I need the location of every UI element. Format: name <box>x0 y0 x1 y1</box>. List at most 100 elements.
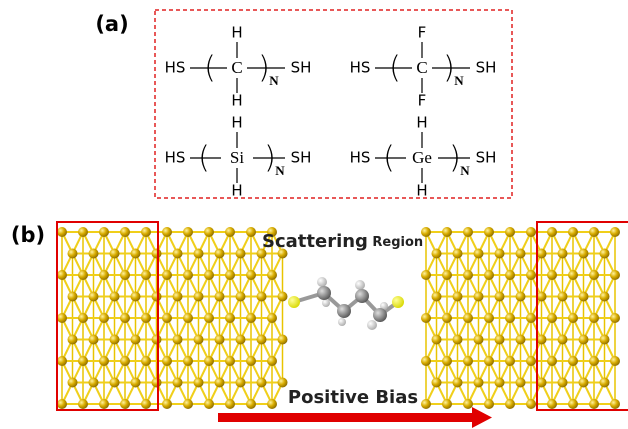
gold-atom <box>484 227 494 237</box>
gold-atom <box>131 292 141 302</box>
gold-atom <box>120 356 130 366</box>
gold-atom <box>589 356 599 366</box>
gold-atom <box>194 335 204 345</box>
gold-atom <box>173 378 183 388</box>
gold-atom <box>204 227 214 237</box>
left-group: HS <box>165 59 186 77</box>
gold-atom <box>278 335 288 345</box>
bias-label: Positive Bias <box>288 387 418 408</box>
bracket: ( <box>389 51 401 86</box>
gold-atom <box>484 399 494 409</box>
bracket: ( <box>198 141 210 176</box>
bottom-atom: F <box>418 92 427 110</box>
gold-atom <box>474 249 484 259</box>
gold-atom <box>246 227 256 237</box>
gold-atom <box>505 356 515 366</box>
gold-atom <box>246 270 256 280</box>
gold-atom <box>131 335 141 345</box>
gold-atom <box>120 399 130 409</box>
gold-atom <box>442 399 452 409</box>
gold-atom <box>57 270 67 280</box>
gold-atom <box>516 292 526 302</box>
gold-atom <box>600 249 610 259</box>
gold-atom <box>162 356 172 366</box>
gold-atom <box>463 313 473 323</box>
gold-atom <box>194 249 204 259</box>
gold-atom <box>495 335 505 345</box>
gold-atom <box>152 335 162 345</box>
gold-atom <box>421 313 431 323</box>
gold-atom <box>463 356 473 366</box>
gold-atom <box>484 313 494 323</box>
gold-atom <box>267 313 277 323</box>
figure: (a) HS()CNSHHHHS()CNSHFFHS()SiNSHHHHS()G… <box>0 0 628 429</box>
gold-atom <box>453 292 463 302</box>
gold-atom <box>68 292 78 302</box>
gold-atom <box>579 292 589 302</box>
gold-atom <box>225 270 235 280</box>
gold-atom <box>131 378 141 388</box>
gold-atom <box>78 227 88 237</box>
gold-atom <box>204 313 214 323</box>
gold-atom <box>568 399 578 409</box>
gold-atom <box>568 227 578 237</box>
bracket: ( <box>204 51 216 86</box>
gold-atom <box>110 335 120 345</box>
subscript: N <box>454 73 464 88</box>
region-title: Scattering <box>262 231 368 252</box>
gold-atom <box>173 249 183 259</box>
gold-atom <box>526 356 536 366</box>
bracket: ) <box>443 51 455 86</box>
gold-atom <box>526 399 536 409</box>
panel-label: (a) <box>95 12 128 36</box>
bottom-atom: H <box>231 92 242 110</box>
gold-atom <box>57 399 67 409</box>
gold-atom <box>204 399 214 409</box>
bottom-atom: H <box>416 182 427 200</box>
gold-atom <box>99 399 109 409</box>
gold-atom <box>505 313 515 323</box>
gold-atom <box>547 313 557 323</box>
gold-atom <box>495 292 505 302</box>
gold-atom <box>453 335 463 345</box>
gold-atom <box>162 270 172 280</box>
gold-atom <box>484 356 494 366</box>
gold-atom <box>78 356 88 366</box>
gold-atom <box>78 313 88 323</box>
bracket: ) <box>449 141 461 176</box>
gold-atom <box>141 399 151 409</box>
gold-atom <box>610 399 620 409</box>
gold-atom <box>183 227 193 237</box>
right-group: SH <box>476 59 497 77</box>
gold-atom <box>162 313 172 323</box>
bottom-atom: H <box>231 182 242 200</box>
gold-atom <box>120 313 130 323</box>
gold-atom <box>141 227 151 237</box>
gold-atom <box>162 227 172 237</box>
gold-atom <box>215 292 225 302</box>
gold-atom <box>547 399 557 409</box>
gold-atom <box>110 292 120 302</box>
gold-atom <box>99 356 109 366</box>
gold-atom <box>183 399 193 409</box>
gold-atom <box>421 356 431 366</box>
gold-atom <box>183 270 193 280</box>
gold-atom <box>610 356 620 366</box>
left-group: HS <box>165 149 186 167</box>
subscript: N <box>269 73 279 88</box>
gold-atom <box>89 249 99 259</box>
right-group: SH <box>291 59 312 77</box>
gold-atom <box>141 356 151 366</box>
gold-atom <box>558 378 568 388</box>
gold-atom <box>131 249 141 259</box>
gold-atom <box>453 378 463 388</box>
gold-atom <box>600 378 610 388</box>
gold-atom <box>204 270 214 280</box>
gold-atom <box>99 270 109 280</box>
gold-atom <box>610 270 620 280</box>
bias-arrow <box>218 407 492 428</box>
gold-atom <box>442 270 452 280</box>
region-title: Scattering Region <box>262 231 423 252</box>
gold-atom <box>99 227 109 237</box>
gold-atom <box>589 270 599 280</box>
